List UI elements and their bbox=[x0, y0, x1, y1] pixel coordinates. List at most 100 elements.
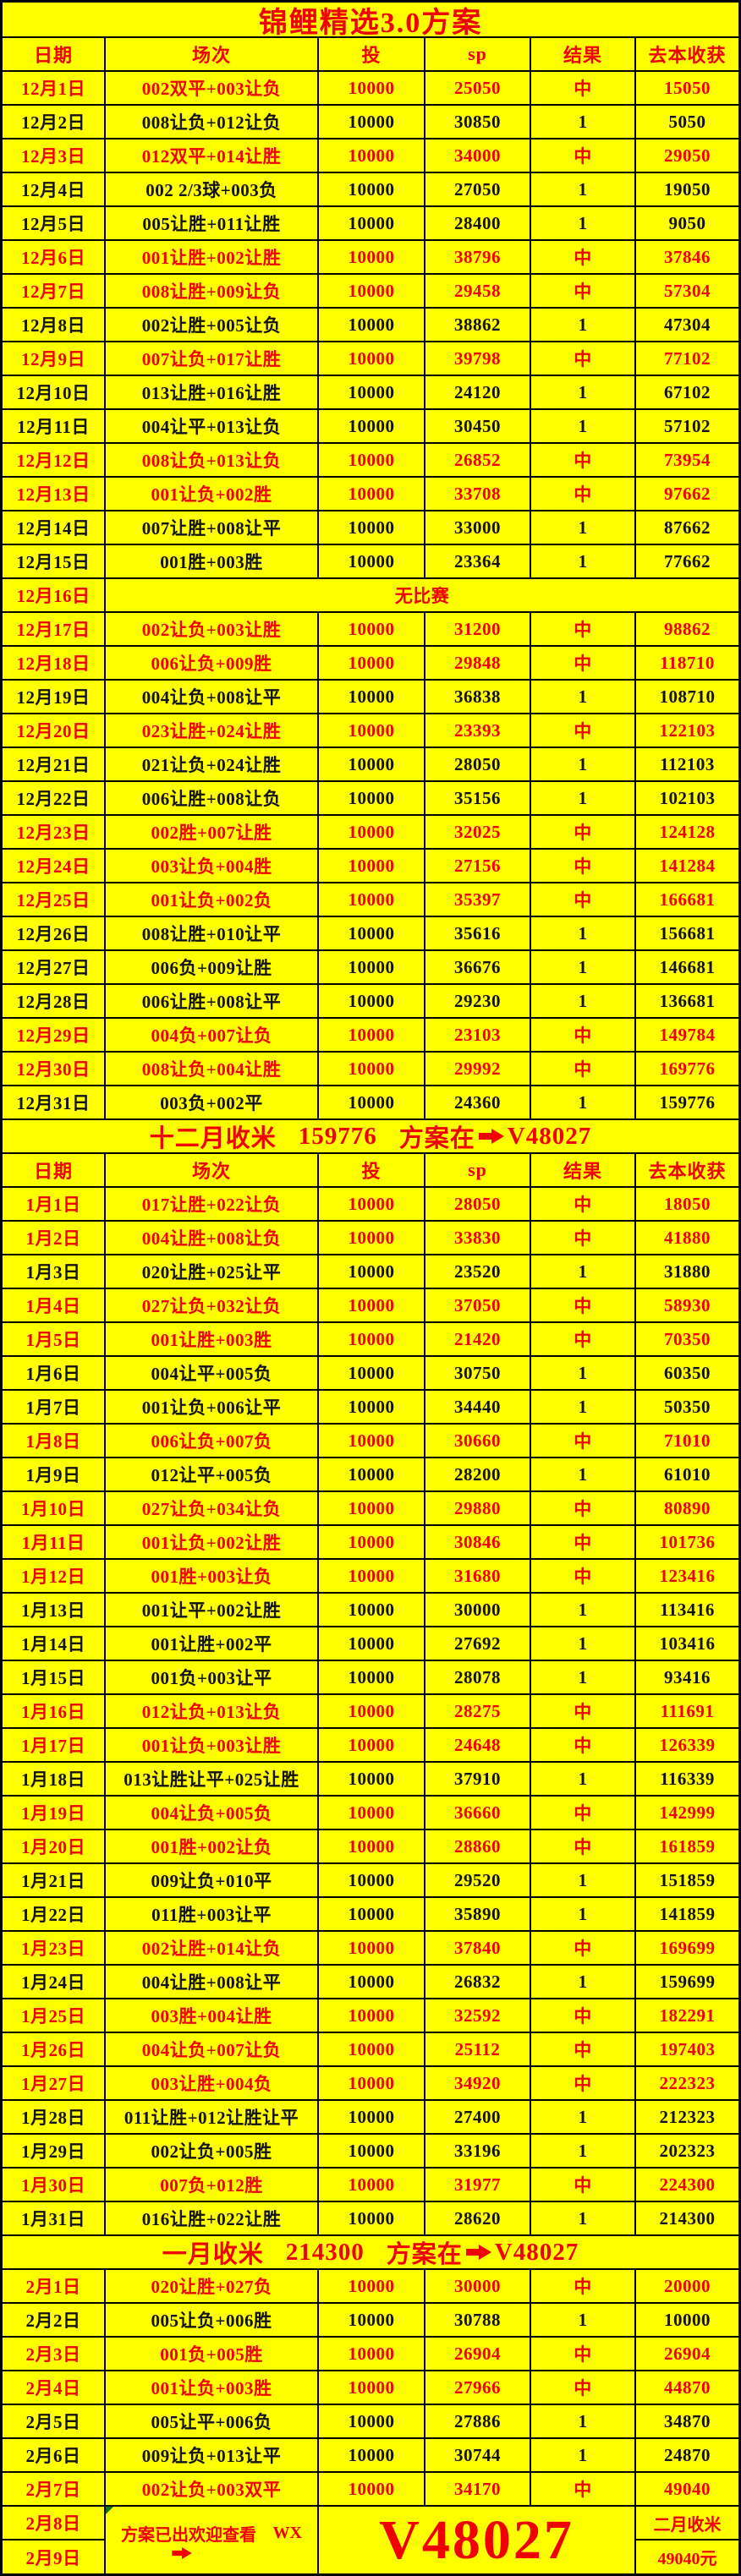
match-cell: 027让负+034让负 bbox=[106, 1492, 317, 1524]
bet-cell: 10000 bbox=[319, 2101, 424, 2133]
sp-cell: 24120 bbox=[425, 376, 530, 408]
match-cell: 001让平+002让胜 bbox=[106, 1594, 317, 1626]
bet-cell: 10000 bbox=[319, 1627, 424, 1660]
date-cell: 12月15日 bbox=[3, 545, 104, 577]
table-row: 1月31日 016让胜+022让胜 10000 28620 1 214300 bbox=[3, 2202, 738, 2234]
date-cell: 12月20日 bbox=[3, 714, 104, 747]
profit-cell: 5050 bbox=[636, 106, 738, 138]
match-cell: 002 2/3球+003负 bbox=[106, 173, 317, 205]
sp-cell: 32592 bbox=[425, 1999, 530, 2032]
profit-cell: 44870 bbox=[636, 2371, 738, 2404]
result-cell: 中 bbox=[531, 1289, 634, 1321]
date-cell: 1月21日 bbox=[3, 1864, 104, 1896]
table-row: 12月22日 006让胜+008让负 10000 35156 1 102103 bbox=[3, 782, 738, 814]
bet-cell: 10000 bbox=[319, 139, 424, 172]
table-row: 1月4日 027让负+032让负 10000 37050 中 58930 bbox=[3, 1289, 738, 1321]
bet-cell: 10000 bbox=[319, 1255, 424, 1288]
result-cell: 1 bbox=[531, 376, 634, 408]
bet-cell: 10000 bbox=[319, 106, 424, 138]
profit-cell: 136681 bbox=[636, 985, 738, 1017]
profit-cell: 151859 bbox=[636, 1864, 738, 1896]
profit-cell: 41880 bbox=[636, 1222, 738, 1254]
match-cell: 001让胜+002让胜 bbox=[106, 241, 317, 273]
profit-cell: 34870 bbox=[636, 2405, 738, 2437]
profit-cell: 71010 bbox=[636, 1425, 738, 1457]
sp-cell: 25112 bbox=[425, 2033, 530, 2065]
match-cell: 013让胜让平+025让胜 bbox=[106, 1763, 317, 1795]
sp-cell: 30660 bbox=[425, 1425, 530, 1457]
profit-cell: 108710 bbox=[636, 681, 738, 713]
date-cell: 1月7日 bbox=[3, 1391, 104, 1423]
result-cell: 中 bbox=[531, 1560, 634, 1592]
table-row: 1月12日 001胜+003让负 10000 31680 中 123416 bbox=[3, 1560, 738, 1592]
sp-cell: 31200 bbox=[425, 613, 530, 645]
sp-cell: 23520 bbox=[425, 1255, 530, 1288]
profit-cell: 98862 bbox=[636, 613, 738, 645]
result-cell: 中 bbox=[531, 2169, 634, 2201]
result-cell: 1 bbox=[531, 1458, 634, 1490]
profit-cell: 214300 bbox=[636, 2202, 738, 2234]
table-row: 12月26日 008让胜+010让平 10000 35616 1 156681 bbox=[3, 917, 738, 949]
date-cell: 12月3日 bbox=[3, 139, 104, 172]
match-cell: 016让胜+022让胜 bbox=[106, 2202, 317, 2234]
table-row: 12月4日 002 2/3球+003负 10000 27050 1 19050 bbox=[3, 173, 738, 205]
bet-cell: 10000 bbox=[319, 444, 424, 476]
result-cell: 中 bbox=[531, 1729, 634, 1761]
notice-line: 方案已出欢迎查看 WX bbox=[106, 2521, 317, 2546]
match-cell: 002让胜+005让负 bbox=[106, 309, 317, 341]
match-cell: 001让胜+003胜 bbox=[106, 1323, 317, 1355]
date-cell: 12月22日 bbox=[3, 782, 104, 814]
bet-cell: 10000 bbox=[319, 1323, 424, 1355]
result-cell: 中 bbox=[531, 342, 634, 375]
result-cell: 1 bbox=[531, 951, 634, 983]
result-cell: 1 bbox=[531, 410, 634, 442]
column-header-0: 日期 bbox=[3, 38, 104, 70]
profit-cell: 122103 bbox=[636, 714, 738, 747]
result-cell: 中 bbox=[531, 241, 634, 273]
table-row: 1月26日 004让负+007让负 10000 25112 中 197403 bbox=[3, 2033, 738, 2065]
match-cell: 027让负+032让负 bbox=[106, 1289, 317, 1321]
bet-cell: 10000 bbox=[319, 1864, 424, 1896]
sp-cell: 27692 bbox=[425, 1627, 530, 1660]
notice-text: 方案已出欢迎查看 bbox=[121, 2526, 256, 2545]
result-cell: 1 bbox=[531, 207, 634, 239]
bet-cell: 10000 bbox=[319, 2067, 424, 2099]
date-cell: 1月22日 bbox=[3, 1898, 104, 1930]
sp-cell: 31977 bbox=[425, 2169, 530, 2201]
profit-cell: 141859 bbox=[636, 1898, 738, 1930]
table-row: 12月29日 004负+007让负 10000 23103 中 149784 bbox=[3, 1019, 738, 1051]
bet-cell: 10000 bbox=[319, 2473, 424, 2505]
bet-cell: 10000 bbox=[319, 173, 424, 205]
profit-cell: 202323 bbox=[636, 2135, 738, 2167]
bet-cell: 10000 bbox=[319, 2338, 424, 2370]
result-cell: 中 bbox=[531, 275, 634, 307]
match-cell: 006让胜+008让负 bbox=[106, 782, 317, 814]
result-cell: 中 bbox=[531, 478, 634, 510]
result-cell: 中 bbox=[531, 2033, 634, 2065]
profit-cell: 123416 bbox=[636, 1560, 738, 1592]
february-summary-label: 二月收米 bbox=[636, 2507, 738, 2539]
date-cell: 12月6日 bbox=[3, 241, 104, 273]
sp-cell: 23103 bbox=[425, 1019, 530, 1051]
table-row: 1月22日 011胜+003让平 10000 35890 1 141859 bbox=[3, 1898, 738, 1930]
bet-cell: 10000 bbox=[319, 2304, 424, 2336]
month-summary: 一月收米 214300 方案在 V48027 bbox=[3, 2236, 738, 2268]
table-row: 1月25日 003胜+004让胜 10000 32592 中 182291 bbox=[3, 1999, 738, 2032]
bet-cell: 10000 bbox=[319, 1222, 424, 1254]
profit-cell: 73954 bbox=[636, 444, 738, 476]
date-cell: 12月1日 bbox=[3, 72, 104, 104]
profit-cell: 77102 bbox=[636, 342, 738, 375]
column-header-3: sp bbox=[425, 38, 530, 70]
table-row: 2月4日 001让负+003胜 10000 27966 中 44870 bbox=[3, 2371, 738, 2404]
result-cell: 1 bbox=[531, 1357, 634, 1389]
result-cell: 中 bbox=[531, 1019, 634, 1051]
bet-cell: 10000 bbox=[319, 309, 424, 341]
bet-cell: 10000 bbox=[319, 72, 424, 104]
result-cell: 中 bbox=[531, 647, 634, 679]
date-cell: 1月17日 bbox=[3, 1729, 104, 1761]
profit-cell: 111691 bbox=[636, 1695, 738, 1727]
table-row: 1月1日 017让胜+022让负 10000 28050 中 18050 bbox=[3, 1188, 738, 1220]
bet-cell: 10000 bbox=[319, 1560, 424, 1592]
result-cell: 中 bbox=[531, 1526, 634, 1558]
bet-cell: 10000 bbox=[319, 2033, 424, 2065]
